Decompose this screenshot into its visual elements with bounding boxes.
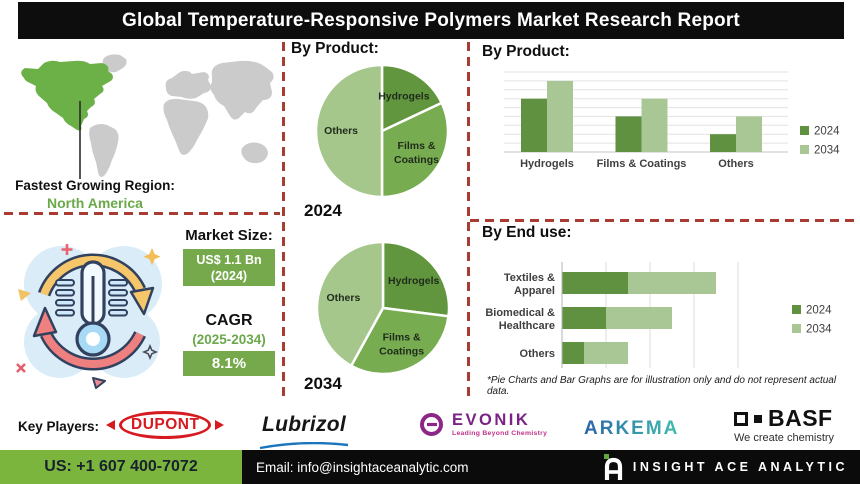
pie-chart-2024: Hydrogels Films & Coatings Others xyxy=(312,61,452,201)
svg-text:Films &: Films & xyxy=(383,332,421,344)
svg-text:Hydrogels: Hydrogels xyxy=(388,275,440,287)
market-size-value-box: US$ 1.1 Bn (2024) xyxy=(183,249,275,286)
region-north-america-highlight xyxy=(21,60,113,131)
evonik-tagline: Leading Beyond Chemistry xyxy=(452,430,548,438)
svg-text:Hydrogels: Hydrogels xyxy=(378,91,430,103)
lubrizol-swoosh-icon xyxy=(259,441,349,450)
pie-chart-2034: Hydrogels Films & Coatings Others xyxy=(313,238,453,378)
logo-dupont: DUPONT xyxy=(106,411,225,439)
logo-evonik: EVONIK Leading Beyond Chemistry xyxy=(418,411,547,438)
divider-horizontal-left xyxy=(4,212,280,215)
sparkle-icon xyxy=(143,248,161,266)
divider-horizontal-right xyxy=(470,219,854,222)
cross-decoration-icon xyxy=(16,363,26,373)
enduse-section-title: By End use: xyxy=(482,224,572,241)
pie-section-title: By Product: xyxy=(291,40,379,57)
divider-vertical-right xyxy=(467,42,470,402)
brand-name: INSIGHT ACE ANALYTIC xyxy=(632,460,848,474)
market-size-label: Market Size: xyxy=(185,227,273,244)
dupont-wordmark: DUPONT xyxy=(119,411,212,439)
svg-text:Films &: Films & xyxy=(398,140,436,152)
pie-year-label-2034: 2034 xyxy=(304,374,342,393)
footer-phone: US: +1 607 400-7072 xyxy=(0,450,242,484)
disclaimer-text: *Pie Charts and Bar Graphs are for illus… xyxy=(487,375,837,397)
insightace-logo-icon xyxy=(603,453,622,480)
svg-text:Others: Others xyxy=(324,125,358,137)
basf-solid-square-icon xyxy=(754,414,762,423)
thermometer-illustration xyxy=(16,244,162,389)
brand-block: INSIGHT ACE ANALYTIC xyxy=(602,453,848,481)
arkema-wordmark: ARKEMA xyxy=(584,418,679,438)
svg-text:2034: 2034 xyxy=(806,324,832,336)
divider-vertical-left xyxy=(282,42,285,398)
svg-text:Others: Others xyxy=(718,158,753,170)
key-players-label: Key Players: xyxy=(18,419,100,434)
svg-text:2034: 2034 xyxy=(814,145,840,157)
svg-text:2024: 2024 xyxy=(814,126,840,138)
bar-chart-by-enduse: Textiles & Apparel Biomedical & Healthcare O… xyxy=(470,250,854,374)
logo-arkema: ARKEMA xyxy=(584,417,692,443)
australia-shape xyxy=(241,142,268,164)
cagr-value-box: 8.1% xyxy=(183,351,275,376)
lubrizol-wordmark: Lubrizol xyxy=(261,413,347,436)
arrow-down-icon xyxy=(129,286,155,316)
sparkle-outline-icon xyxy=(141,343,159,361)
fastest-growing-region-value: North America xyxy=(47,195,143,211)
svg-text:Others: Others xyxy=(326,292,360,304)
cagr-label: CAGR xyxy=(205,312,253,329)
cagr-period: (2025-2034) xyxy=(192,332,266,347)
triangle-decoration-icon xyxy=(18,289,31,301)
evonik-e-icon xyxy=(420,413,443,436)
triangle-decoration-icon xyxy=(92,377,106,389)
fastest-growing-region-label: Fastest Growing Region: xyxy=(15,178,175,193)
market-size-value: US$ 1.1 Bn xyxy=(196,253,262,267)
basf-outline-square-icon xyxy=(734,411,748,426)
logo-basf: BASF We create chemistry xyxy=(734,407,834,444)
bar-chart-by-product: Hydrogels Films & Coatings Others 2024 2034 xyxy=(496,66,854,172)
plus-decoration-icon xyxy=(61,244,73,255)
market-size-year: (2024) xyxy=(210,268,248,283)
arrow-up-icon xyxy=(32,306,58,338)
svg-text:Films & Coatings: Films & Coatings xyxy=(597,158,687,170)
pie-year-label-2024: 2024 xyxy=(304,201,342,220)
dupont-right-triangle-icon xyxy=(215,420,225,430)
europe-shape xyxy=(165,70,211,99)
south-america-shape xyxy=(89,124,119,177)
basf-wordmark: BASF xyxy=(768,405,833,431)
svg-text:Apparel: Apparel xyxy=(514,285,555,297)
svg-text:Hydrogels: Hydrogels xyxy=(520,158,574,170)
page-title: Global Temperature-Responsive Polymers M… xyxy=(18,2,844,39)
world-map xyxy=(21,54,274,179)
svg-text:Coatings: Coatings xyxy=(379,346,424,358)
footer-email: Email: info@insightaceanalytic.com xyxy=(256,459,469,475)
svg-text:Healthcare: Healthcare xyxy=(499,320,555,332)
dupont-left-triangle-icon xyxy=(106,420,115,430)
greenland-shape xyxy=(102,54,127,73)
basf-tagline: We create chemistry xyxy=(734,432,835,444)
bar-section-title: By Product: xyxy=(482,43,570,60)
svg-text:2024: 2024 xyxy=(806,305,832,317)
thermometer-icon xyxy=(55,260,128,357)
africa-shape xyxy=(163,98,209,155)
svg-text:Biomedical &: Biomedical & xyxy=(485,307,555,319)
svg-text:Others: Others xyxy=(520,348,555,360)
svg-text:Textiles &: Textiles & xyxy=(504,272,555,284)
footer-bar: Email: info@insightaceanalytic.com INSIG… xyxy=(242,450,860,484)
logo-lubrizol: Lubrizol xyxy=(256,413,352,455)
svg-text:Coatings: Coatings xyxy=(394,154,439,166)
asia-shape xyxy=(210,60,274,120)
evonik-wordmark: EVONIK xyxy=(452,410,531,429)
